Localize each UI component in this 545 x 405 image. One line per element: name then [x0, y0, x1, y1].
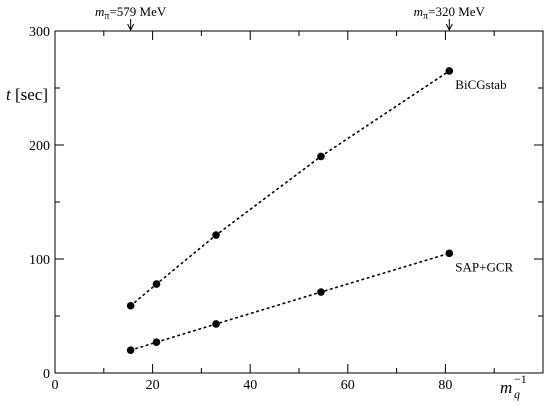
axis-tick-labels: 0 20 40 60 80 0 100 200 300 — [29, 25, 452, 393]
x-tick-label: 20 — [146, 378, 160, 393]
mass-annotation-label: mπ=579 MeV — [95, 4, 167, 22]
data-point — [126, 301, 135, 310]
data-point — [212, 231, 220, 239]
y-axis-label-symbol: t — [6, 85, 12, 104]
data-point — [152, 280, 161, 288]
data-point — [445, 249, 454, 258]
series-label: SAP+GCR — [455, 259, 513, 274]
x-axis-label-superscript: −1 — [514, 372, 527, 386]
y-axis-label: t [sec] — [6, 85, 48, 104]
data-point — [126, 346, 135, 355]
y-tick-label: 300 — [29, 25, 50, 40]
series-label: BiCGstab — [455, 77, 506, 92]
arrow-head-icon — [445, 23, 453, 32]
arrow-head-icon — [127, 23, 135, 32]
x-tick-label: 60 — [341, 378, 355, 393]
series-line-sap-gcr — [129, 252, 451, 352]
y-tick-label: 0 — [43, 367, 50, 382]
y-tick-label: 200 — [29, 139, 50, 154]
x-tick-label: 80 — [438, 378, 452, 393]
y-tick-label: 100 — [29, 253, 50, 268]
mass-annotation: mπ=320 MeV — [414, 4, 486, 32]
data-point — [212, 320, 220, 328]
series-layer: BiCGstab SAP+GCR — [126, 67, 514, 355]
y-axis-label-unit: [sec] — [11, 85, 48, 104]
mass-annotation-label: mπ=320 MeV — [414, 4, 486, 22]
x-tick-label: 0 — [52, 378, 59, 393]
data-point — [317, 152, 325, 161]
x-tick-label: 40 — [243, 378, 257, 393]
axis-ticks — [54, 30, 543, 374]
data-point — [317, 288, 325, 296]
annotation-layer: mπ=579 MeV mπ=320 MeV — [95, 4, 486, 32]
x-axis-label: m — [500, 378, 512, 397]
x-axis-label-symbol: m — [500, 378, 512, 397]
mass-annotation: mπ=579 MeV — [95, 4, 167, 32]
data-point — [152, 338, 161, 347]
data-point — [445, 67, 454, 75]
x-axis-label-subscript: q — [514, 387, 520, 401]
series-line-bicgstab — [129, 70, 451, 307]
